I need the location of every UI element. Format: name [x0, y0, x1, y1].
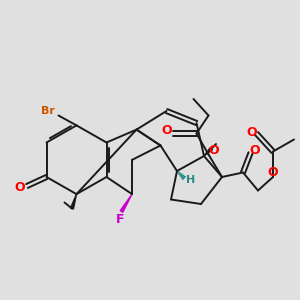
Text: O: O: [250, 143, 260, 157]
Text: F: F: [116, 213, 124, 226]
Text: H: H: [187, 175, 196, 185]
Text: Br: Br: [41, 106, 55, 116]
Polygon shape: [204, 147, 213, 156]
Text: O: O: [208, 144, 219, 158]
Text: O: O: [162, 124, 172, 137]
Text: O: O: [268, 166, 278, 179]
Polygon shape: [120, 194, 132, 212]
Text: O: O: [14, 181, 25, 194]
Polygon shape: [70, 194, 76, 209]
Text: O: O: [247, 125, 257, 139]
